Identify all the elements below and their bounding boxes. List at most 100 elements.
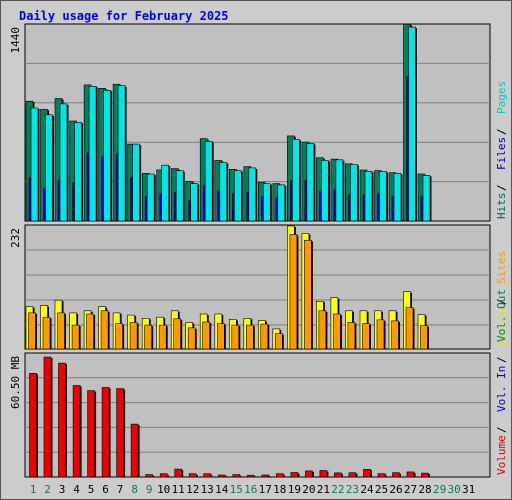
bar-sites-day-25 (376, 319, 385, 350)
bar-pages-day-27 (408, 26, 416, 222)
bar-volume-day-21 (319, 470, 328, 478)
bar-pages-day-22 (335, 159, 344, 222)
y-max-label-hits: 1440 (9, 27, 22, 54)
x-tick-label-day-28: 28 (418, 483, 431, 496)
x-tick-label-day-6: 6 (102, 483, 109, 496)
bar-volume-day-27 (406, 471, 415, 478)
bar-volume-day-8 (130, 423, 139, 478)
legend-label-vol-in: Vol. In (495, 366, 508, 412)
bar-sites-day-20 (304, 240, 312, 350)
bar-pages-day-16 (248, 167, 257, 222)
legend-separator: / (495, 128, 508, 135)
x-tick-label-day-30: 30 (447, 483, 460, 496)
bar-pages-day-21 (321, 160, 329, 222)
bar-sites-day-13 (202, 321, 210, 350)
x-tick-label-day-21: 21 (317, 483, 330, 496)
x-tick-label-day-20: 20 (302, 483, 315, 496)
bar-volume-day-1 (29, 372, 37, 478)
x-tick-label-day-17: 17 (259, 483, 272, 496)
x-tick-label-day-22: 22 (331, 483, 344, 496)
bar-pages-day-23 (350, 164, 358, 222)
bar-volume-day-11 (174, 468, 182, 478)
bar-pages-day-10 (161, 164, 169, 222)
x-tick-label-day-10: 10 (157, 483, 170, 496)
bar-sites-day-7 (115, 323, 123, 350)
x-tick-label-day-24: 24 (360, 483, 374, 496)
bar-pages-day-25 (379, 171, 387, 222)
x-tick-label-day-19: 19 (288, 483, 301, 496)
bar-pages-day-14 (219, 162, 228, 222)
bar-volume-day-5 (87, 390, 95, 478)
bar-sites-day-11 (173, 318, 181, 350)
x-tick-label-day-13: 13 (201, 483, 214, 496)
bar-volume-day-22 (334, 472, 342, 478)
panel-hits: 1440 Hits / Files / Pages (9, 23, 508, 222)
bar-pages-day-1 (30, 107, 39, 222)
bar-volume-day-23 (348, 472, 357, 478)
x-tick-label-day-3: 3 (59, 483, 66, 496)
legend-label-pages: Pages (495, 81, 508, 114)
bar-sites-day-22 (333, 313, 341, 350)
bar-volume-day-19 (290, 472, 299, 478)
chart-title: Daily usage for February 2025 (19, 9, 229, 23)
legend-separator: / (495, 426, 508, 433)
bar-pages-day-15 (234, 170, 242, 222)
y-max-label-volume: 60.50 MB (9, 356, 22, 409)
x-tick-label-day-15: 15 (230, 483, 243, 496)
x-tick-label-day-1: 1 (30, 483, 37, 496)
panel-visits: 232 Visits / Sites (9, 224, 508, 350)
bar-volume-day-20 (305, 470, 313, 478)
legend-label-volume: Volume (495, 435, 508, 475)
bar-pages-day-19 (292, 139, 300, 222)
bar-sites-day-23 (347, 322, 356, 350)
bar-volume-day-12 (188, 473, 197, 478)
bar-pages-day-8 (132, 143, 140, 222)
bar-sites-day-3 (57, 312, 65, 350)
x-tick-label-day-25: 25 (375, 483, 388, 496)
bar-pages-day-13 (204, 141, 213, 222)
bar-sites-day-15 (231, 324, 240, 350)
bar-pages-day-4 (74, 122, 82, 222)
bar-pages-day-17 (262, 183, 271, 222)
bar-sites-day-1 (28, 312, 36, 350)
legend-separator: / (495, 356, 508, 363)
bar-pages-day-11 (175, 170, 184, 222)
x-tick-label-day-12: 12 (186, 483, 199, 496)
bar-sites-day-10 (158, 324, 167, 350)
bar-sites-day-5 (86, 313, 94, 350)
bar-pages-day-2 (45, 114, 53, 222)
x-tick-label-day-23: 23 (346, 483, 359, 496)
bar-volume-day-28 (421, 472, 429, 478)
bar-volume-day-13 (203, 473, 211, 478)
bar-pages-day-7 (117, 85, 126, 222)
legend-separator: / (495, 298, 508, 305)
x-tick-label-day-18: 18 (273, 483, 286, 496)
legend-label-sites: Sites (495, 251, 508, 284)
bar-volume-day-15 (232, 474, 241, 478)
bar-volume-day-24 (363, 468, 371, 478)
bar-volume-day-18 (275, 473, 284, 478)
x-tick-label-day-26: 26 (389, 483, 402, 496)
bar-pages-day-24 (364, 171, 373, 222)
y-max-label-visits: 232 (9, 228, 22, 248)
legend-label-vol-out: Vol. Out (495, 289, 508, 342)
x-tick-label-day-8: 8 (131, 483, 138, 496)
x-tick-label-day-31: 31 (462, 483, 475, 496)
legend-label-files: Files (495, 137, 508, 170)
x-tick-label-day-16: 16 (244, 483, 257, 496)
bar-volume-day-6 (101, 387, 110, 478)
bar-sites-day-12 (187, 327, 196, 350)
bar-sites-day-21 (318, 310, 327, 350)
bar-sites-day-14 (217, 323, 225, 350)
panel-volume: 60.50 MB Volume / Vol. In / Vol. Out (9, 289, 508, 478)
bar-sites-day-2 (42, 316, 51, 350)
bar-volume-day-17 (261, 474, 270, 478)
bar-volume-day-26 (392, 472, 400, 478)
bar-sites-day-6 (100, 310, 109, 350)
bar-volume-day-4 (72, 385, 81, 478)
bar-pages-day-28 (422, 175, 431, 222)
x-tick-label-day-7: 7 (117, 483, 124, 496)
bar-sites-day-28 (420, 325, 428, 350)
bar-volume-day-2 (43, 356, 52, 478)
